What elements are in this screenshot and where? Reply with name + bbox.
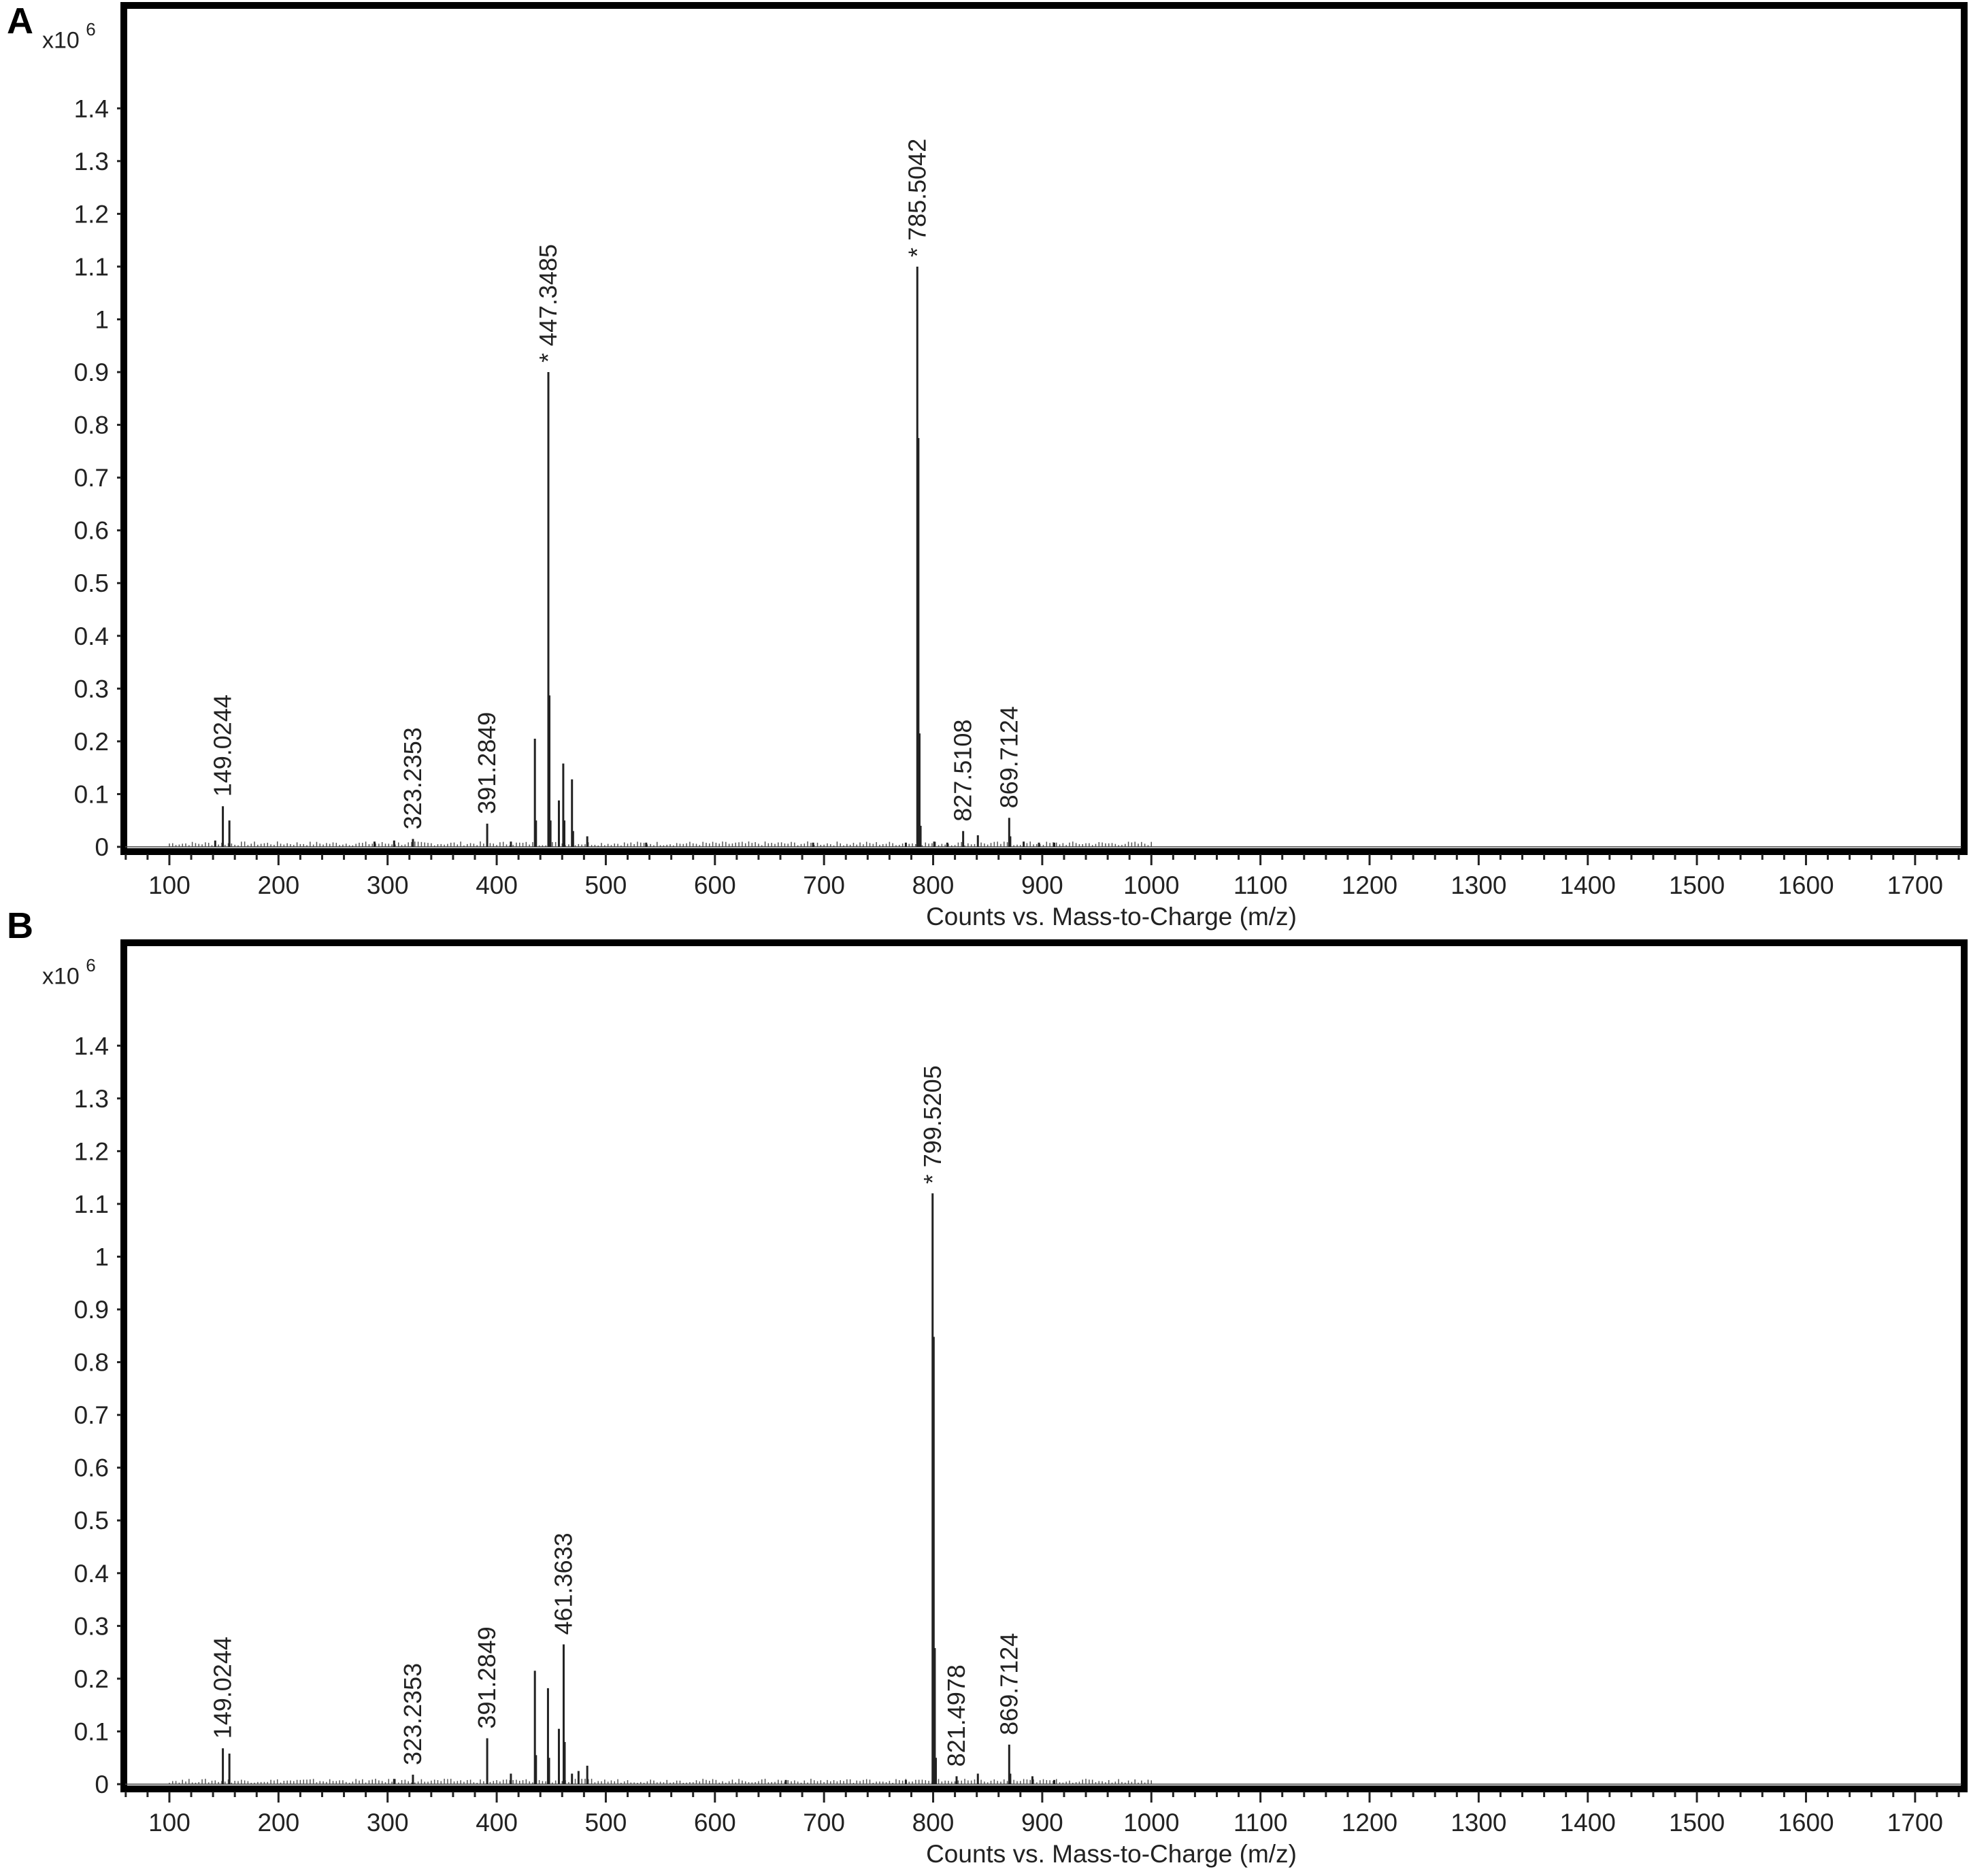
peak-label: 827.5108 bbox=[949, 720, 977, 822]
x-tick-label: 1000 bbox=[1123, 871, 1179, 899]
y-tick-label: 0.8 bbox=[74, 1349, 109, 1377]
x-tick-label: 800 bbox=[912, 1809, 955, 1837]
peak-label: * 785.5042 bbox=[903, 139, 931, 257]
x-tick-label: 1200 bbox=[1342, 1809, 1397, 1837]
y-tick-label: 0.4 bbox=[74, 1560, 109, 1588]
panel-b-scale-exponent: 6 bbox=[86, 955, 96, 975]
y-tick-label: 0.1 bbox=[74, 1718, 109, 1745]
peak-label: 323.2353 bbox=[399, 1663, 427, 1765]
panel-a-scale-label: x10 6 bbox=[42, 19, 96, 54]
x-tick-label: 1400 bbox=[1560, 1809, 1616, 1837]
x-tick-label: 1300 bbox=[1451, 871, 1506, 899]
y-tick-label: 0.1 bbox=[74, 780, 109, 808]
baseline-noise bbox=[169, 841, 1153, 847]
y-tick-label: 1.3 bbox=[74, 1085, 109, 1113]
x-tick-label: 700 bbox=[803, 1809, 845, 1837]
y-tick-label: 0.2 bbox=[74, 728, 109, 756]
x-tick-label: 1200 bbox=[1342, 871, 1397, 899]
x-tick-label: 600 bbox=[694, 871, 736, 899]
plot-frame bbox=[120, 2, 1968, 855]
spectrum-chart-a: 0 0.1 0.2 0.3 0.4 0.5 0.6 0.7 0.8 0.9 1 1.1 1.2 1.3 1.… bbox=[74, 2, 1968, 931]
peak-label: * 799.5205 bbox=[918, 1065, 946, 1184]
panel-b-scale-label: x10 6 bbox=[42, 955, 96, 990]
baseline-noise bbox=[169, 1779, 1153, 1784]
x-tick-label: 1500 bbox=[1669, 871, 1725, 899]
x-axis-title: Counts vs. Mass-to-Charge (m/z) bbox=[926, 903, 1297, 931]
y-tick-label: 1.4 bbox=[74, 95, 109, 122]
x-tick-label: 1000 bbox=[1123, 1809, 1179, 1837]
peak-label: 869.7124 bbox=[995, 1633, 1023, 1735]
y-tick-label: 1 bbox=[95, 1243, 109, 1271]
panel-a-label: A bbox=[7, 1, 33, 41]
peak-label: 869.7124 bbox=[995, 706, 1023, 808]
x-tick-label: 1600 bbox=[1778, 871, 1834, 899]
x-tick-label: 400 bbox=[476, 871, 518, 899]
panel-a-scale-exponent: 6 bbox=[86, 19, 96, 39]
y-tick-label: 0 bbox=[95, 1771, 109, 1798]
x-tick-label: 500 bbox=[585, 871, 627, 899]
y-tick-label: 0.7 bbox=[74, 1401, 109, 1429]
x-tick-label: 400 bbox=[476, 1809, 518, 1837]
y-tick-label: 0.6 bbox=[74, 1454, 109, 1482]
x-tick-label: 600 bbox=[694, 1809, 736, 1837]
y-tick-label: 0.6 bbox=[74, 517, 109, 545]
x-tick-label: 1300 bbox=[1451, 1809, 1506, 1837]
y-tick-label: 0.9 bbox=[74, 358, 109, 386]
y-tick-label: 0.4 bbox=[74, 622, 109, 650]
x-tick-label: 900 bbox=[1021, 871, 1063, 899]
x-tick-label: 700 bbox=[803, 871, 845, 899]
x-tick-label: 200 bbox=[257, 1809, 299, 1837]
plot-frame bbox=[120, 939, 1968, 1792]
x-tick-label: 1600 bbox=[1778, 1809, 1834, 1837]
y-tick-label: 1.1 bbox=[74, 253, 109, 281]
y-tick-label: 1.2 bbox=[74, 1137, 109, 1165]
peak-label: * 447.3485 bbox=[534, 244, 562, 363]
y-tick-label: 0.3 bbox=[74, 1612, 109, 1640]
y-tick-label: 0.7 bbox=[74, 464, 109, 492]
peak-label: 461.3633 bbox=[549, 1532, 577, 1635]
y-tick-label: 0 bbox=[95, 833, 109, 861]
x-tick-label: 1500 bbox=[1669, 1809, 1725, 1837]
x-tick-label: 1400 bbox=[1560, 871, 1616, 899]
peak-label: 391.2849 bbox=[473, 712, 501, 814]
x-tick-label: 1100 bbox=[1233, 871, 1288, 899]
x-axis-title: Counts vs. Mass-to-Charge (m/z) bbox=[926, 1840, 1297, 1868]
y-tick-label: 0.2 bbox=[74, 1665, 109, 1693]
y-tick-label: 1 bbox=[95, 305, 109, 333]
x-tick-label: 1100 bbox=[1233, 1809, 1288, 1837]
x-tick-label: 1700 bbox=[1887, 1809, 1943, 1837]
x-tick-label: 300 bbox=[367, 1809, 409, 1837]
peak-label: 821.4978 bbox=[942, 1664, 970, 1766]
y-tick-label: 1.4 bbox=[74, 1032, 109, 1060]
x-tick-label: 100 bbox=[148, 1809, 191, 1837]
x-tick-label: 200 bbox=[257, 871, 299, 899]
x-tick-label: 100 bbox=[148, 871, 191, 899]
panel-b-label: B bbox=[7, 905, 33, 946]
x-tick-label: 900 bbox=[1021, 1809, 1063, 1837]
y-tick-label: 0.9 bbox=[74, 1296, 109, 1324]
peak-label: 391.2849 bbox=[473, 1626, 501, 1728]
y-tick-label: 0.5 bbox=[74, 1507, 109, 1535]
peak-label: 323.2353 bbox=[399, 727, 427, 829]
panel-b-scale-prefix: x10 bbox=[42, 963, 80, 990]
y-tick-label: 0.5 bbox=[74, 569, 109, 597]
x-tick-label: 500 bbox=[585, 1809, 627, 1837]
x-tick-label: 1700 bbox=[1887, 871, 1943, 899]
y-tick-label: 0.8 bbox=[74, 412, 109, 439]
x-tick-label: 800 bbox=[912, 871, 955, 899]
panel-a-scale-prefix: x10 bbox=[42, 27, 80, 54]
spectrum-chart-b: 0 0.1 0.2 0.3 0.4 0.5 0.6 0.7 0.8 0.9 1 1.1 1.2 1.3 1.… bbox=[74, 939, 1968, 1868]
x-tick-label: 300 bbox=[367, 871, 409, 899]
peak-label: 149.0244 bbox=[209, 1637, 237, 1739]
y-tick-label: 1.2 bbox=[74, 200, 109, 228]
peak-label: 149.0244 bbox=[209, 694, 237, 797]
y-tick-label: 0.3 bbox=[74, 675, 109, 703]
y-tick-label: 1.3 bbox=[74, 148, 109, 175]
y-tick-label: 1.1 bbox=[74, 1190, 109, 1218]
